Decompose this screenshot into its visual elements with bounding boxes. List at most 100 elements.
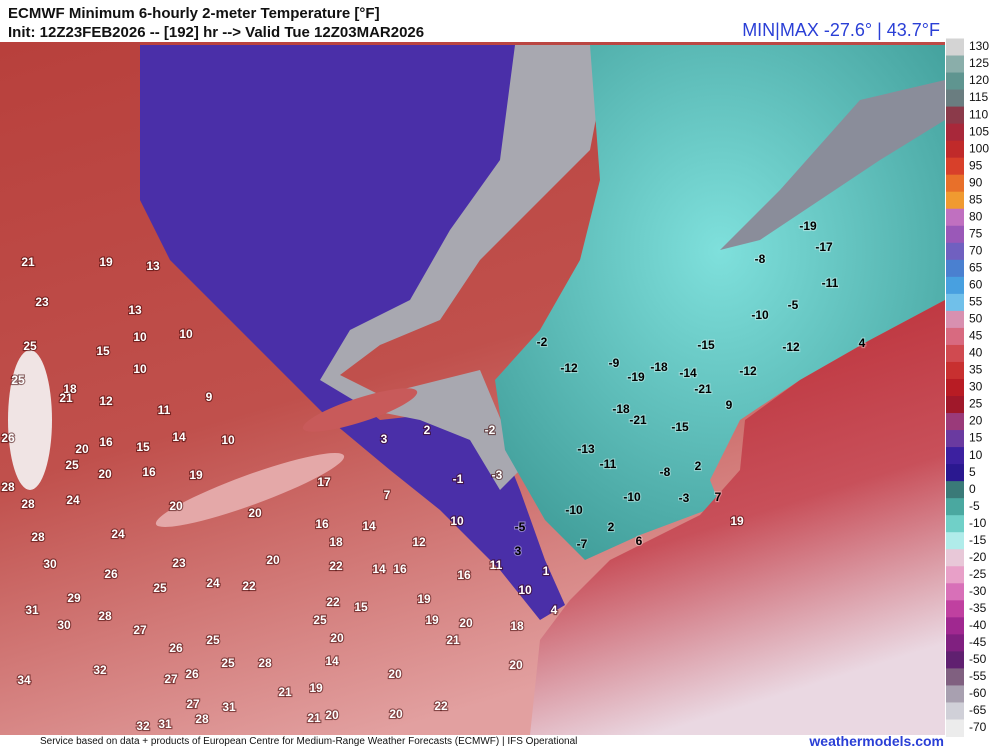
- station-value: 20: [330, 631, 344, 645]
- colorbar-cell: [946, 702, 964, 720]
- colorbar-cell: [946, 719, 964, 738]
- station-value: 20: [459, 616, 473, 630]
- station-value: -12: [782, 340, 800, 354]
- colorbar-cell: [946, 327, 964, 346]
- colorbar-label: 20: [969, 414, 983, 428]
- colorbar-label: -35: [969, 601, 987, 615]
- station-value: -12: [739, 364, 757, 378]
- colorbar-cell: [946, 430, 964, 448]
- colorbar-label: 10: [969, 448, 983, 462]
- station-value: 18: [329, 535, 343, 549]
- station-value: 27: [186, 697, 200, 711]
- colorbar-label: -55: [969, 669, 987, 683]
- station-value: -7: [577, 537, 588, 551]
- station-value: 10: [518, 583, 532, 597]
- station-value: 4: [551, 603, 558, 617]
- station-value: 21: [59, 391, 73, 405]
- station-value: 10: [133, 330, 147, 344]
- station-value: 26: [104, 567, 118, 581]
- station-value: 25: [23, 339, 37, 353]
- colorbar-cell: [946, 651, 964, 669]
- colorbar-cell: [946, 174, 964, 193]
- station-value: 4: [859, 336, 866, 350]
- station-value: 11: [490, 558, 503, 572]
- colorbar-cell: [946, 566, 964, 584]
- station-value: 22: [434, 699, 448, 713]
- lake-ontario: [302, 388, 418, 432]
- station-value: 21: [307, 711, 321, 725]
- colorbar-cell: [946, 549, 964, 567]
- station-value: 10: [450, 514, 464, 528]
- colorbar-label: 110: [969, 107, 988, 121]
- station-value: -5: [515, 520, 526, 534]
- colorbar-cell: [946, 634, 964, 652]
- station-value: 28: [31, 530, 45, 544]
- station-value: 2: [608, 520, 615, 534]
- station-value: 28: [98, 609, 112, 623]
- colorbar-label: 5: [969, 465, 976, 479]
- station-value: 17: [317, 475, 331, 489]
- brand: weathermodels.com: [808, 733, 944, 749]
- station-value: -15: [671, 420, 689, 434]
- station-value: 13: [146, 259, 160, 273]
- colorbar-cell: [946, 276, 964, 295]
- station-value: 14: [372, 562, 386, 576]
- station-value: -10: [623, 490, 641, 504]
- colorbar-label: 105: [969, 124, 989, 138]
- colorbar-label: 85: [969, 192, 983, 206]
- colorbar-label: 45: [969, 329, 983, 343]
- colorbar-cell: [946, 600, 964, 618]
- colorbar-label: 40: [969, 346, 983, 360]
- station-value: 25: [206, 633, 220, 647]
- station-value: 16: [457, 568, 471, 582]
- station-value: 2: [695, 459, 702, 473]
- colorbar-label: 90: [969, 175, 983, 189]
- station-value: 16: [99, 435, 113, 449]
- colorbar-cell: [946, 259, 964, 278]
- station-value: -10: [565, 503, 583, 517]
- station-value: 31: [158, 717, 172, 731]
- station-value: 31: [222, 700, 236, 714]
- credit: Service based on data + products of Euro…: [40, 736, 577, 747]
- colorbar-cell: [946, 668, 964, 686]
- station-value: 2: [424, 423, 431, 437]
- colorbar-cell: [946, 89, 964, 108]
- station-value: 3: [515, 544, 522, 558]
- station-value: -8: [660, 465, 671, 479]
- colorbar-label: 25: [969, 397, 983, 411]
- station-value: 25: [65, 458, 79, 472]
- station-value: 20: [388, 667, 402, 681]
- colorbar-cell: [946, 515, 964, 533]
- station-value: 16: [315, 517, 329, 531]
- colorbar-label: -30: [969, 584, 987, 598]
- station-value: 27: [164, 672, 178, 686]
- colorbar-label: -50: [969, 652, 987, 666]
- station-value: 15: [354, 600, 368, 614]
- station-value: -14: [679, 366, 697, 380]
- colorbar-label: 0: [969, 482, 976, 496]
- station-value: 28: [195, 712, 209, 726]
- station-value: -21: [629, 413, 647, 427]
- colorbar-cell: [946, 481, 964, 499]
- colorbar-label: 60: [969, 278, 983, 292]
- station-value: 22: [326, 595, 340, 609]
- colorbar-label: -40: [969, 618, 987, 632]
- station-value: -5: [788, 298, 799, 312]
- station-value: -1: [453, 472, 464, 486]
- station-value: 26: [169, 641, 183, 655]
- colorbar-cell: [946, 157, 964, 176]
- lake-michigan: [8, 350, 52, 490]
- station-value: -8: [755, 252, 766, 266]
- station-value: 12: [412, 535, 426, 549]
- station-value: 20: [248, 506, 262, 520]
- station-value: 19: [730, 514, 744, 528]
- colorbar-cell: [946, 378, 964, 397]
- st-lawrence: [720, 80, 945, 250]
- station-value: -9: [609, 356, 620, 370]
- station-value: -18: [650, 360, 668, 374]
- station-value: -18: [612, 402, 630, 416]
- station-value: 16: [393, 562, 407, 576]
- station-value: 31: [25, 603, 39, 617]
- colorbar-label: -15: [969, 533, 987, 547]
